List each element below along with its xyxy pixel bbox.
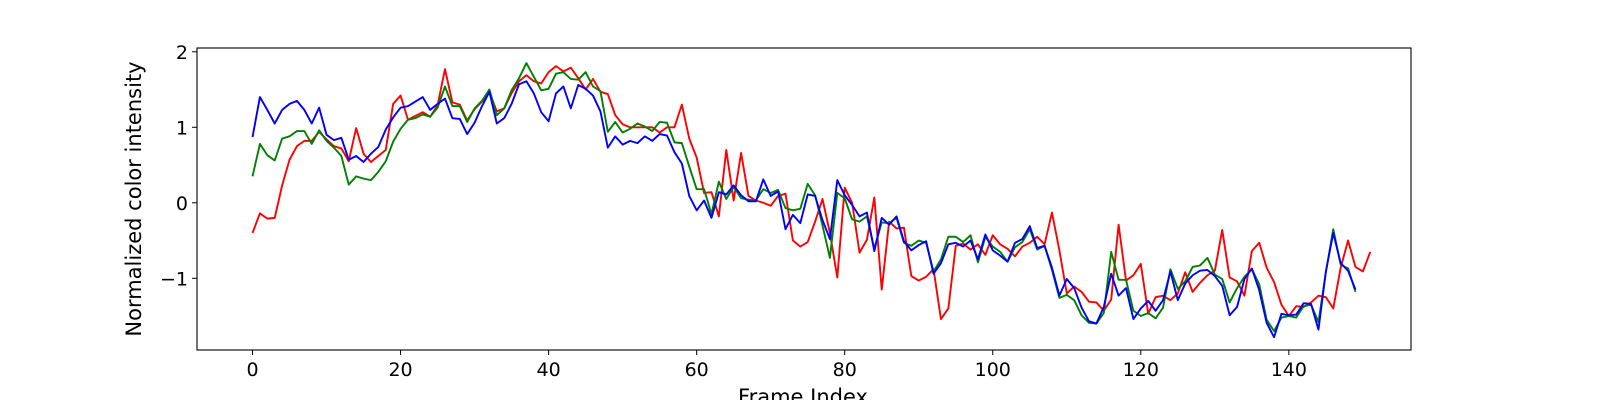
plot-area-frame xyxy=(196,47,1412,351)
y-tick-label: 0 xyxy=(176,193,188,215)
x-tick-label: 120 xyxy=(1123,359,1159,381)
x-tick-label: 100 xyxy=(975,359,1011,381)
y-tick-label: 1 xyxy=(176,117,188,139)
x-tick-label: 40 xyxy=(537,359,561,381)
x-tick-label: 140 xyxy=(1271,359,1307,381)
x-tick-label: 80 xyxy=(833,359,857,381)
y-axis-label: Normalized color intensity xyxy=(122,61,146,336)
series-line-1 xyxy=(251,62,1357,333)
x-axis-label: Frame Index xyxy=(738,385,868,400)
series-layer xyxy=(251,62,1372,339)
y-tick-label: −1 xyxy=(160,268,188,290)
series-line-0 xyxy=(251,65,1372,320)
x-tick-label: 0 xyxy=(246,359,258,381)
x-tick-label: 60 xyxy=(685,359,709,381)
y-tick-label: 2 xyxy=(176,42,188,64)
ticks-layer: 0 20 40 60 80 100 120 140 −1 0 1 2 xyxy=(160,42,1307,381)
series-line-2 xyxy=(251,80,1357,339)
x-tick-label: 20 xyxy=(388,359,412,381)
